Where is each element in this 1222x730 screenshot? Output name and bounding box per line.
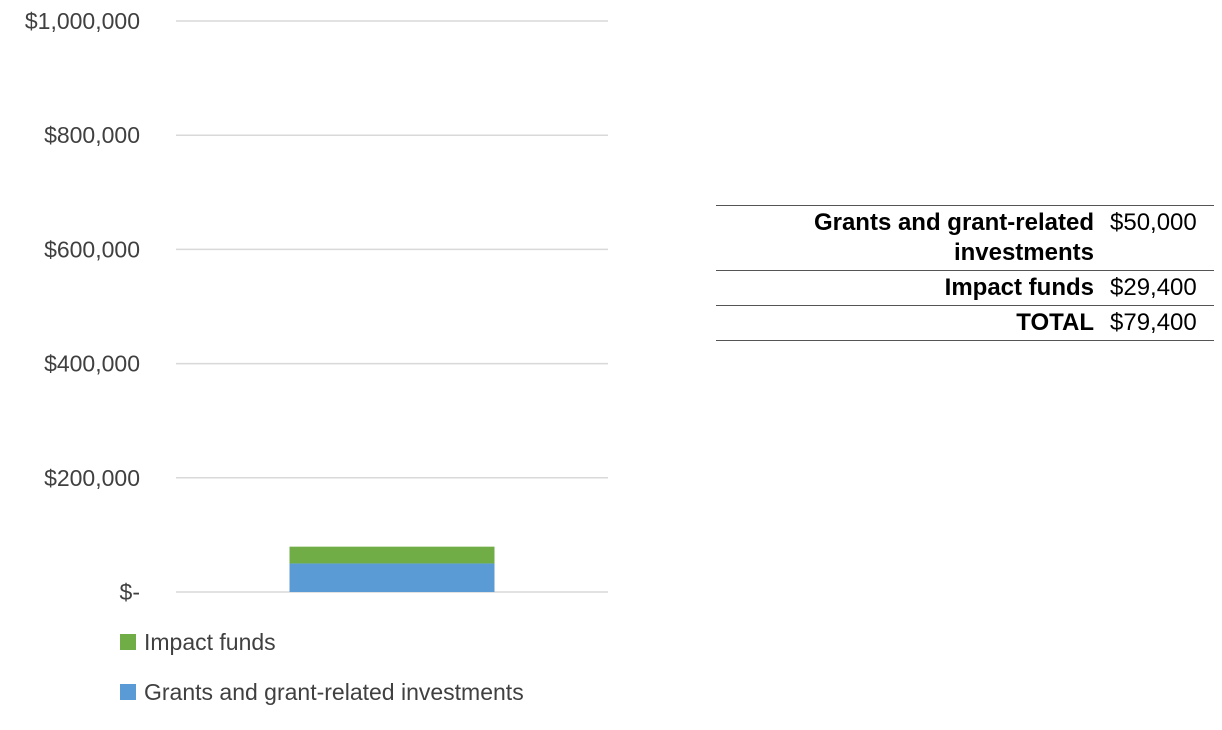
stacked-bar-chart: $- $200,000 $400,000 $600,000 $800,000 $1,000…	[0, 0, 620, 620]
y-tick-label: $200,000	[44, 465, 140, 491]
legend-item-impact-funds: Impact funds	[120, 630, 524, 654]
row-value: $50,000	[1102, 206, 1214, 271]
chart-legend: Impact funds Grants and grant-related in…	[120, 630, 524, 730]
row-label: TOTAL	[716, 306, 1102, 341]
table-row: Grants and grant-related investments $50…	[716, 206, 1214, 271]
bar-segment-grants-and-grant-related-investments	[290, 563, 495, 592]
legend-item-grants: Grants and grant-related investments	[120, 680, 524, 704]
table-row: TOTAL $79,400	[716, 306, 1214, 341]
legend-swatch-grants	[120, 684, 136, 700]
row-value: $29,400	[1102, 271, 1214, 306]
legend-label-impact-funds: Impact funds	[144, 629, 276, 656]
y-tick-label: $1,000,000	[25, 8, 140, 34]
row-value: $79,400	[1102, 306, 1214, 341]
y-tick-label: $400,000	[44, 351, 140, 377]
y-tick-label: $800,000	[44, 122, 140, 148]
y-tick-label: $-	[120, 579, 140, 605]
summary-table: Grants and grant-related investments $50…	[716, 205, 1214, 341]
row-label: Impact funds	[716, 271, 1102, 306]
table-row: Impact funds $29,400	[716, 271, 1214, 306]
y-tick-label: $600,000	[44, 236, 140, 262]
legend-label-grants: Grants and grant-related investments	[144, 679, 524, 706]
legend-swatch-impact-funds	[120, 634, 136, 650]
bar-segment-impact-funds	[290, 547, 495, 564]
row-label: Grants and grant-related investments	[716, 206, 1102, 271]
